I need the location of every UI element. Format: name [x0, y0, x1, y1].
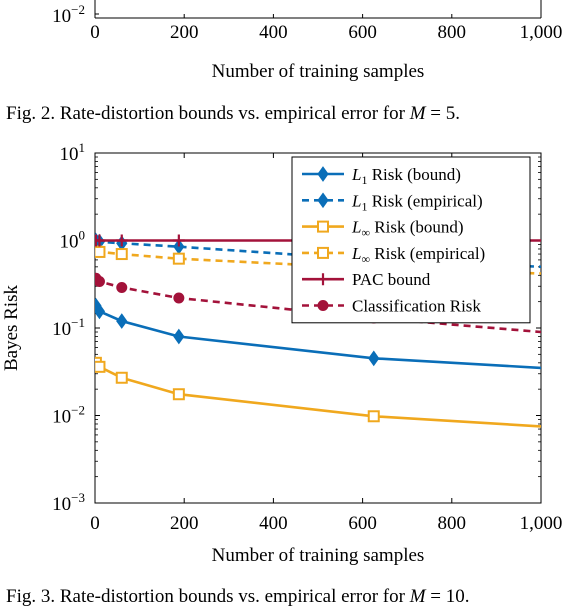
series-5-point [115, 234, 128, 247]
top-xtick-label: 0 [90, 22, 100, 43]
xtick-label: 1,000 [520, 513, 563, 534]
top-xtick-labels: 0 200 400 600 800 1,000 [90, 14, 562, 43]
series-6-point [173, 292, 185, 304]
xtick-label: 800 [438, 513, 467, 534]
legend-label: L∞ Risk (bound) [351, 218, 464, 240]
series-3-point [115, 371, 128, 384]
legend-marker [317, 192, 329, 209]
figure-2-partial: 10−2 0 200 400 600 800 1,000 Number of traini… [52, 0, 562, 82]
legend-entry-1: L1 Risk (bound) [302, 165, 461, 187]
legend-marker [317, 166, 329, 182]
top-xtick-label: 200 [170, 22, 199, 43]
legend-label: L1 Risk (empirical) [351, 191, 483, 213]
series-4-point [95, 245, 106, 258]
xtick-label: 600 [348, 513, 377, 534]
bayes-risk-chart: 101 100 10−1 10−2 10−3 0 200 400 600 800 1,000 Ba… [1, 140, 563, 566]
top-xlabel: Number of training samples [212, 61, 425, 82]
legend-entry-5: PAC bound [302, 270, 431, 289]
series-3 [95, 356, 541, 428]
ytick-label: 10−1 [52, 315, 85, 340]
y-axis-ticks: 101 100 10−1 10−2 10−3 [52, 140, 541, 515]
series-5-point [95, 234, 106, 247]
caption-3-math: M [409, 586, 426, 607]
xtick-label: 200 [170, 513, 199, 534]
ytick-label: 101 [60, 140, 86, 165]
xtick-label: 0 [90, 513, 100, 534]
legend: L1 Risk (bound) L1 Risk (empirical) L∞ Ris… [291, 156, 531, 324]
x-axis-label: Number of training samples [212, 545, 425, 566]
legend-marker [317, 300, 329, 311]
series-3-point [172, 388, 185, 401]
series-3-point [95, 360, 106, 373]
legend-entry-4: L∞ Risk (empirical) [302, 244, 485, 266]
ytick-label: 10−2 [52, 403, 85, 428]
series-1-point [368, 350, 380, 367]
top-xtick-label: 600 [348, 22, 377, 43]
legend-entry-3: L∞ Risk (bound) [302, 218, 464, 240]
series-3-point [367, 410, 380, 423]
top-xtick-label: 1,000 [520, 22, 563, 43]
ytick-label: 100 [60, 228, 86, 253]
series-4-point [172, 252, 185, 265]
caption-2-prefix: Fig. 2. Rate-distortion bounds vs. empir… [6, 103, 410, 124]
legend-marker [317, 246, 329, 259]
figure-2-caption: Fig. 2. Rate-distortion bounds vs. empir… [6, 103, 460, 125]
series-line-3 [95, 361, 541, 428]
series-4-point [115, 248, 128, 261]
xtick-label: 400 [259, 513, 288, 534]
caption-2-math: M [409, 103, 426, 124]
legend-label: PAC bound [352, 270, 431, 289]
legend-marker [317, 273, 329, 286]
series-1 [95, 297, 541, 370]
series-1-point [95, 303, 106, 320]
legend-label: L∞ Risk (empirical) [351, 244, 485, 266]
top-xtick-label: 400 [259, 22, 288, 43]
legend-entry-6: Classification Risk [302, 297, 481, 316]
figure-3-caption: Fig. 3. Rate-distortion bounds vs. empir… [6, 586, 469, 608]
series-6-point [116, 282, 128, 294]
series-5-point [172, 234, 185, 247]
caption-3-prefix: Fig. 3. Rate-distortion bounds vs. empir… [6, 586, 410, 607]
ytick-label: 10−3 [52, 490, 85, 515]
legend-marker [317, 220, 329, 233]
y-axis-label: Bayes Risk [1, 284, 22, 371]
series-1-point [173, 328, 185, 345]
caption-3-suffix: = 10. [425, 586, 470, 607]
caption-2-suffix: = 5. [425, 103, 460, 124]
legend-box [291, 156, 531, 324]
top-xtick-label: 800 [438, 22, 467, 43]
top-ytick-label: 10−2 [52, 2, 85, 27]
legend-entry-2: L1 Risk (empirical) [302, 191, 483, 213]
legend-label: Classification Risk [352, 297, 481, 316]
series-1-point [116, 313, 128, 329]
legend-label: L1 Risk (bound) [351, 165, 461, 187]
series-6-point [95, 275, 105, 287]
